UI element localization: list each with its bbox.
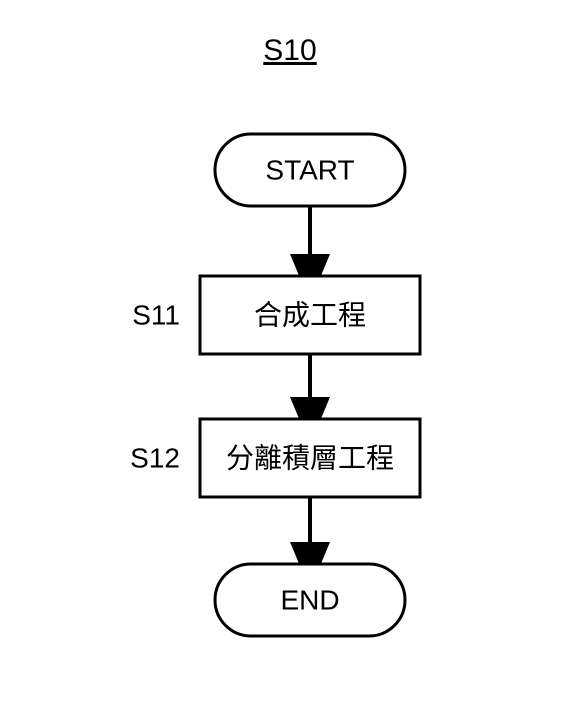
node-end: END: [215, 564, 405, 636]
node-label-end: END: [280, 584, 339, 615]
node-label-s11: 合成工程: [254, 299, 366, 330]
node-side-label-s12: S12: [130, 442, 180, 473]
node-s12: 分離積層工程 S12: [130, 419, 420, 497]
node-start: START: [215, 134, 405, 206]
flowchart: S10 START 合成工程 S11 分離積層工程 S12 END: [0, 0, 564, 726]
node-label-s12: 分離積層工程: [226, 442, 394, 473]
node-side-label-s11: S11: [132, 299, 180, 330]
flowchart-nodes: START 合成工程 S11 分離積層工程 S12 END: [130, 134, 420, 636]
flowchart-title: S10: [263, 34, 316, 67]
node-label-start: START: [265, 154, 354, 185]
node-s11: 合成工程 S11: [132, 276, 420, 354]
